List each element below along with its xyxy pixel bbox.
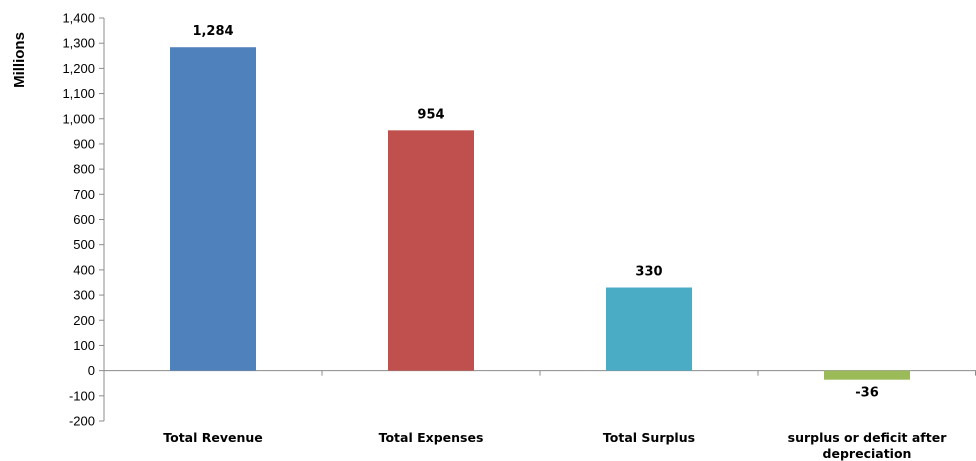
y-tick-label: 0 bbox=[88, 363, 95, 378]
y-tick-label: 600 bbox=[73, 212, 95, 227]
y-tick-label: 700 bbox=[73, 187, 95, 202]
x-tick-label: Total Surplus bbox=[603, 430, 695, 445]
y-tick-label: 900 bbox=[73, 136, 95, 151]
x-tick-label: depreciation bbox=[823, 446, 912, 461]
data-label: 954 bbox=[417, 107, 444, 122]
y-tick-label: -100 bbox=[69, 388, 95, 403]
y-tick-label: 400 bbox=[73, 262, 95, 277]
x-tick-label: surplus or deficit after bbox=[788, 430, 948, 445]
y-tick-label: 1,300 bbox=[62, 36, 95, 51]
y-tick-label: 500 bbox=[73, 237, 95, 252]
y-tick-label: 200 bbox=[73, 313, 95, 328]
y-tick-label: 1,000 bbox=[62, 111, 95, 126]
bar bbox=[388, 130, 474, 371]
y-tick-label: 1,200 bbox=[62, 61, 95, 76]
bar bbox=[606, 287, 692, 371]
category-labels: Total Revenue Total Expenses Total Surplus… bbox=[163, 430, 947, 461]
bar bbox=[824, 370, 910, 380]
bars bbox=[170, 47, 910, 380]
y-tick-label: 1,400 bbox=[62, 11, 95, 26]
x-tick-label: Total Expenses bbox=[379, 430, 484, 445]
y-axis-label: Millions bbox=[11, 32, 28, 88]
y-axis: -200 -100 0 100 200 300 400 500 600 700 800 900 1,00… bbox=[62, 11, 105, 429]
y-tick-label: 300 bbox=[73, 288, 95, 303]
data-label: -36 bbox=[855, 386, 879, 401]
y-tick-label: 1,100 bbox=[62, 86, 95, 101]
y-tick-label: 100 bbox=[73, 338, 95, 353]
y-tick-label: 800 bbox=[73, 162, 95, 177]
data-label: 330 bbox=[635, 265, 662, 280]
data-label: 1,284 bbox=[192, 24, 233, 39]
x-tick-label: Total Revenue bbox=[163, 430, 263, 445]
data-labels: 1,284 954 330 -36 bbox=[192, 24, 878, 400]
bar bbox=[170, 47, 256, 371]
y-axis-title: Millions bbox=[11, 32, 28, 88]
y-tick-label: -200 bbox=[69, 414, 95, 429]
